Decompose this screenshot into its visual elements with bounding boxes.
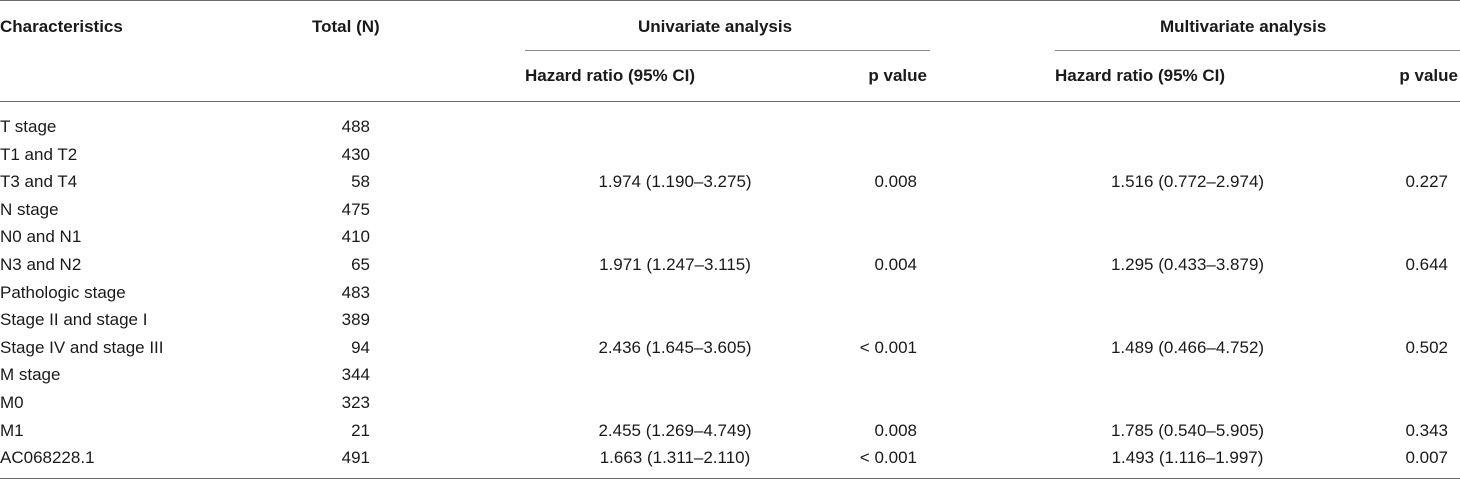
cell-uni-p-value: < 0.001 [859, 448, 917, 468]
cell-uni-p-value: 0.008 [874, 172, 917, 192]
cell-multi-hazard-ratio: 1.493 (1.116–1.997) [1111, 448, 1264, 468]
cell-characteristic: AC068228.1 [0, 448, 95, 468]
table-row: Stage II and stage I 389 [0, 306, 1460, 334]
header-uni-p-value: p value [868, 66, 927, 85]
cell-total: 491 [341, 448, 370, 468]
cell-total: 430 [341, 144, 370, 164]
table-row: T3 and T4 58 1.974 (1.190–3.275) 0.008 1.516… [0, 168, 1460, 196]
table-row: M1 21 2.455 (1.269–4.749) 0.008 1.785 (0.540… [0, 417, 1460, 445]
cell-multi-hazard-ratio: 1.785 (0.540–5.905) [1110, 420, 1265, 440]
header-characteristics: Characteristics [0, 17, 123, 36]
cell-total: 389 [341, 310, 370, 330]
table-row: Stage IV and stage III 94 2.436 (1.645–3.6… [0, 334, 1460, 362]
header-total: Total (N) [312, 17, 380, 36]
cell-total: 483 [341, 282, 370, 302]
cell-multi-p-value: 0.007 [1405, 448, 1448, 468]
bottom-rule [0, 478, 1460, 479]
cell-uni-p-value: 0.004 [874, 254, 917, 274]
cell-characteristic: T1 and T2 [0, 144, 78, 164]
header-uni-hazard-ratio: Hazard ratio (95% CI) [525, 66, 696, 85]
cell-uni-p-value: < 0.001 [859, 337, 917, 357]
cell-characteristic: Stage II and stage I [0, 310, 148, 330]
table-row: M stage 344 [0, 361, 1460, 389]
cell-multi-p-value: 0.644 [1405, 254, 1448, 274]
cell-multi-hazard-ratio: 1.295 (0.433–3.879) [1110, 254, 1265, 274]
cell-uni-hazard-ratio: 2.436 (1.645–3.605) [598, 337, 752, 357]
table-row: AC068228.1 491 1.663 (1.311–2.110) < 0.001 1… [0, 444, 1460, 472]
cell-uni-p-value: 0.008 [874, 420, 917, 440]
cell-characteristic: Pathologic stage [0, 282, 126, 302]
cell-characteristic: T stage [0, 117, 57, 136]
cell-uni-hazard-ratio: 2.455 (1.269–4.749) [598, 420, 752, 440]
cell-multi-hazard-ratio: 1.489 (0.466–4.752) [1110, 337, 1265, 357]
cell-total: 323 [341, 392, 370, 412]
cell-uni-hazard-ratio: 1.971 (1.247–3.115) [599, 254, 751, 274]
table-row: T1 and T2 430 [0, 141, 1460, 169]
cell-characteristic: N stage [0, 199, 59, 219]
table-row: T stage 488 [0, 113, 1460, 141]
top-rule [0, 0, 1460, 1]
cell-total: 475 [341, 199, 370, 219]
header-multivariate: Multivariate analysis [1160, 17, 1327, 36]
cell-total: 21 [351, 420, 370, 440]
header-multi-p-value: p value [1399, 66, 1458, 85]
cell-characteristic: N3 and N2 [0, 254, 82, 274]
cell-characteristic: M0 [0, 392, 24, 412]
cell-characteristic: T3 and T4 [0, 172, 78, 192]
cell-characteristic: M1 [0, 420, 24, 440]
header-univariate: Univariate analysis [638, 17, 793, 36]
table-body: T stage 488 T1 and T2 430 T3 and T4 58 1.974 (… [0, 113, 1460, 472]
cell-total: 65 [351, 254, 370, 274]
cell-uni-hazard-ratio: 1.663 (1.311–2.110) [599, 448, 751, 468]
cell-total: 344 [341, 365, 370, 385]
header-rule [0, 101, 1460, 102]
multivariate-rule [1055, 50, 1460, 51]
cell-multi-p-value: 0.502 [1405, 337, 1448, 357]
cell-total: 410 [341, 227, 370, 247]
header-multi-hazard-ratio: Hazard ratio (95% CI) [1055, 66, 1226, 85]
cell-uni-hazard-ratio: 1.974 (1.190–3.275) [598, 172, 752, 192]
table-row: M0 323 [0, 389, 1460, 417]
cell-characteristic: N0 and N1 [0, 227, 82, 247]
cell-characteristic: M stage [0, 365, 61, 385]
cell-total: 58 [351, 172, 370, 192]
cell-multi-p-value: 0.227 [1405, 172, 1448, 192]
cell-multi-p-value: 0.343 [1405, 420, 1448, 440]
table-row: Pathologic stage 483 [0, 279, 1460, 307]
cell-characteristic: Stage IV and stage III [0, 337, 164, 357]
univariate-rule [525, 50, 930, 51]
table-row: N3 and N2 65 1.971 (1.247–3.115) 0.004 1.295… [0, 251, 1460, 279]
cell-multi-hazard-ratio: 1.516 (0.772–2.974) [1110, 172, 1265, 192]
table-row: N0 and N1 410 [0, 223, 1460, 251]
table-row: N stage 475 [0, 196, 1460, 224]
cell-total: 94 [351, 337, 370, 357]
cell-total: 488 [341, 117, 370, 136]
